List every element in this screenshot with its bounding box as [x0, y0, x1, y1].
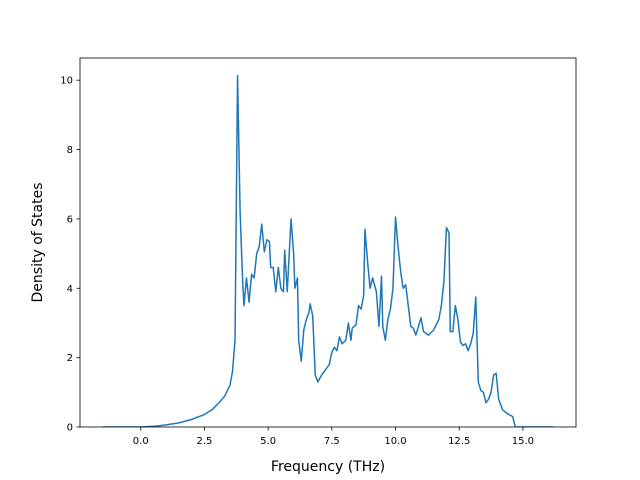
x-tick-label: 7.5 — [324, 436, 340, 447]
x-tick-label: 2.5 — [196, 436, 212, 447]
y-tick-label: 0 — [67, 423, 73, 434]
dos-line — [102, 74, 554, 427]
y-tick-label: 10 — [60, 76, 73, 87]
x-tick-label: 5.0 — [260, 436, 276, 447]
x-tick-label: 10.0 — [384, 436, 406, 447]
y-tick-label: 6 — [67, 214, 73, 225]
x-axis-label: Frequency (THz) — [271, 459, 385, 475]
x-tick-label: 15.0 — [512, 436, 534, 447]
y-tick-label: 4 — [67, 284, 73, 295]
x-tick-label: 12.5 — [448, 436, 470, 447]
x-tick-label: 0.0 — [133, 436, 149, 447]
plot-frame — [79, 57, 577, 428]
y-tick-label: 2 — [67, 353, 73, 364]
y-tick-label: 8 — [67, 145, 73, 156]
y-axis-label: Density of States — [30, 183, 46, 303]
